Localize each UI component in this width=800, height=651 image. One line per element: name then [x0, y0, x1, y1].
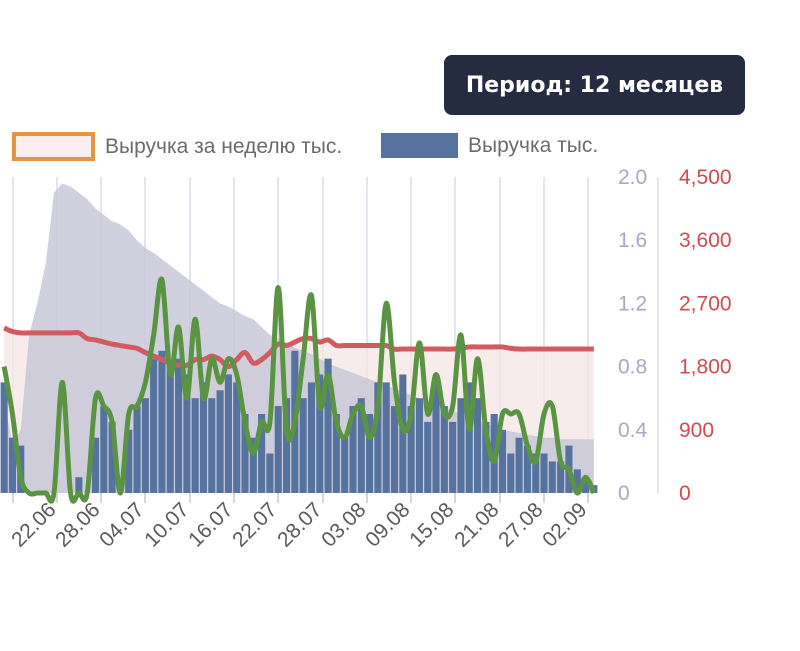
- bar: [75, 477, 83, 493]
- bar: [407, 406, 415, 493]
- x-tick-label: 09.08: [361, 498, 414, 551]
- bar: [482, 421, 490, 493]
- bar: [465, 382, 473, 493]
- x-tick-label: 27.08: [494, 498, 547, 551]
- y-left-tick: 0.8: [618, 356, 647, 379]
- y-left-tick: 1.6: [618, 229, 647, 252]
- bar: [208, 398, 216, 493]
- bar: [390, 406, 399, 493]
- y-left-tick: 0.4: [618, 419, 648, 442]
- x-tick-label: 28.06: [51, 498, 104, 551]
- bar: [316, 374, 324, 493]
- bar: [175, 358, 183, 493]
- line-green: [1, 276, 597, 504]
- bar: [324, 358, 332, 493]
- bar: [523, 445, 531, 493]
- bar: [158, 350, 166, 493]
- bar: [540, 453, 548, 493]
- bar: [183, 374, 191, 493]
- y-right-tick: 3,600: [679, 229, 732, 252]
- bar: [507, 453, 515, 493]
- x-tick-label: 28.07: [273, 498, 326, 551]
- x-tick-label: 21.08: [450, 498, 503, 551]
- bar: [382, 382, 390, 493]
- bar: [91, 437, 100, 493]
- bar: [424, 421, 432, 493]
- bar: [150, 358, 158, 493]
- bar: [166, 366, 174, 493]
- bar: [332, 414, 340, 493]
- x-tick-label: 03.08: [317, 498, 370, 551]
- bar: [573, 469, 581, 493]
- bar: [258, 414, 266, 493]
- bar: [133, 406, 141, 493]
- legend-swatch-revenue: [381, 133, 458, 158]
- bar: [357, 398, 365, 493]
- bar: [249, 437, 257, 493]
- bar: [457, 398, 465, 493]
- bar: [548, 461, 556, 493]
- bar: [557, 461, 565, 493]
- x-tick-label: 22.07: [228, 498, 281, 551]
- x-tick-label: 22.06: [7, 498, 60, 551]
- bar: [374, 382, 382, 493]
- legend-swatch-weekly-revenue: [12, 132, 95, 161]
- bar: [299, 398, 307, 493]
- bar: [449, 421, 457, 493]
- bar: [282, 398, 291, 493]
- period-selector-button[interactable]: Период: 12 месяцев: [444, 55, 745, 115]
- bar: [432, 382, 440, 493]
- bar: [108, 421, 116, 493]
- y-right-tick: 2,700: [679, 292, 732, 315]
- bar: [515, 437, 523, 493]
- bar: [100, 406, 108, 493]
- bar: [199, 382, 208, 493]
- bar: [341, 437, 349, 493]
- y-right-tick: 900: [679, 419, 714, 442]
- x-tick-label: 04.07: [95, 498, 148, 551]
- bar: [399, 374, 407, 493]
- y-right-tick: 1,800: [679, 356, 732, 379]
- y-right-tick: 0: [679, 482, 691, 505]
- x-tick-label: 02.09: [538, 498, 591, 551]
- bar: [266, 453, 274, 493]
- bar: [216, 390, 224, 493]
- legend-label-revenue: Выручка тыс.: [468, 133, 599, 157]
- y-left-tick: 0: [618, 482, 630, 505]
- bar: [125, 429, 133, 493]
- y-left-tick: 2.0: [618, 166, 647, 189]
- y-left-tick: 1.2: [618, 292, 647, 315]
- bar: [474, 398, 482, 493]
- bar: [8, 437, 17, 493]
- bar: [191, 398, 199, 493]
- x-tick-label: 16.07: [184, 498, 237, 551]
- bar: [274, 406, 282, 493]
- line-red: [3, 325, 594, 370]
- bar: [307, 382, 316, 493]
- legend-label-weekly-revenue: Выручка за неделю тыс.: [105, 134, 343, 158]
- bar: [415, 398, 423, 493]
- bar: [241, 414, 249, 493]
- bar: [349, 406, 357, 493]
- bar: [224, 374, 232, 493]
- y-right-tick: 4,500: [679, 166, 732, 189]
- legend-item-weekly-revenue[interactable]: Выручка за неделю тыс.: [12, 132, 342, 161]
- bar: [0, 382, 8, 493]
- bar: [498, 429, 507, 493]
- bar: [440, 406, 448, 493]
- legend-item-revenue[interactable]: Выручка тыс.: [381, 133, 598, 158]
- x-tick-label: 10.07: [140, 498, 193, 551]
- bar: [233, 382, 241, 493]
- x-tick-label: 15.08: [405, 498, 458, 551]
- bar: [581, 477, 590, 493]
- bar: [366, 414, 374, 493]
- bar: [532, 453, 540, 493]
- bar: [141, 398, 149, 493]
